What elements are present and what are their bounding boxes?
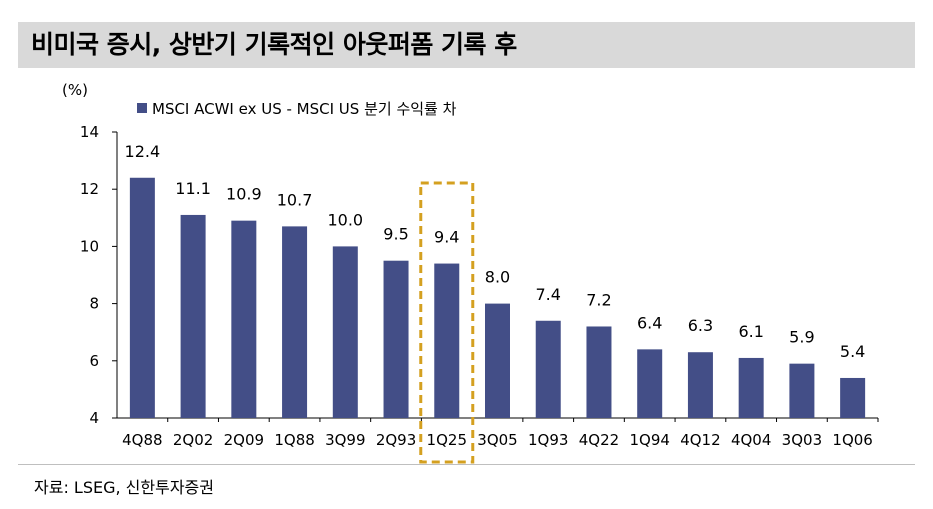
x-tick-label: 3Q03 xyxy=(782,431,822,449)
bar-1Q88 xyxy=(282,226,308,418)
x-tick-label: 1Q88 xyxy=(274,431,314,449)
value-label: 6.3 xyxy=(688,316,713,335)
bar-4Q04 xyxy=(738,357,764,418)
y-tick-label: 14 xyxy=(80,123,99,141)
value-label: 6.4 xyxy=(637,313,662,332)
legend-label: MSCI ACWI ex US - MSCI US 분기 수익률 차 xyxy=(152,100,457,118)
value-label: 5.9 xyxy=(789,328,814,347)
x-tick-label: 4Q12 xyxy=(680,431,720,449)
value-label: 7.4 xyxy=(536,285,561,304)
bar-1Q94 xyxy=(637,349,663,418)
x-tick-label: 3Q99 xyxy=(325,431,365,449)
y-tick-label: 6 xyxy=(89,352,99,370)
bar-1Q25 xyxy=(434,263,460,418)
bar-4Q12 xyxy=(687,352,713,418)
bar-1Q93 xyxy=(535,320,561,418)
x-tick-label: 1Q93 xyxy=(528,431,568,449)
bar-2Q02 xyxy=(180,214,206,418)
x-tick-label: 2Q93 xyxy=(376,431,416,449)
page-title: 비미국 증시, 상반기 기록적인 아웃퍼폼 기록 후 xyxy=(31,30,517,59)
y-tick-label: 10 xyxy=(80,237,99,255)
x-tick-label: 4Q88 xyxy=(122,431,162,449)
value-label: 10.7 xyxy=(277,190,313,209)
x-tick-label: 1Q94 xyxy=(629,431,669,449)
bar-chart: (%) MSCI ACWI ex US - MSCI US 분기 수익률 차 4 6 8… xyxy=(62,81,879,464)
bar-1Q06 xyxy=(840,377,866,418)
value-label: 12.4 xyxy=(125,142,161,161)
x-tick-label: 4Q22 xyxy=(579,431,619,449)
x-tick-label: 2Q09 xyxy=(224,431,264,449)
bar-4Q22 xyxy=(586,326,612,418)
value-label: 10.9 xyxy=(226,185,262,204)
y-tick-label: 4 xyxy=(89,409,99,427)
value-label: 6.1 xyxy=(738,322,763,341)
x-tick-label: 4Q04 xyxy=(731,431,771,449)
value-label: 11.1 xyxy=(175,179,211,198)
y-unit-label: (%) xyxy=(62,81,88,99)
divider xyxy=(18,464,915,465)
value-label: 5.4 xyxy=(840,342,865,361)
x-tick-label: 2Q02 xyxy=(173,431,213,449)
x-tick-label: 1Q25 xyxy=(427,431,467,449)
bar-3Q03 xyxy=(789,363,815,418)
value-label: 9.5 xyxy=(383,225,408,244)
x-tick-label: 3Q05 xyxy=(477,431,517,449)
title-bar: 비미국 증시, 상반기 기록적인 아웃퍼폼 기록 후 xyxy=(18,22,915,68)
source-note: 자료: LSEG, 신한투자증권 xyxy=(34,478,214,497)
value-label: 10.0 xyxy=(327,210,363,229)
value-label: 8.0 xyxy=(485,268,510,287)
value-label: 7.2 xyxy=(586,290,611,309)
y-tick-label: 8 xyxy=(89,295,99,313)
value-label: 9.4 xyxy=(434,228,459,247)
bar-4Q88 xyxy=(129,177,155,418)
x-tick-label: 1Q06 xyxy=(832,431,872,449)
bar-3Q99 xyxy=(332,246,358,418)
legend-swatch xyxy=(137,103,147,113)
bar-2Q09 xyxy=(231,220,257,418)
highlight-box xyxy=(419,181,475,464)
bar-3Q05 xyxy=(485,303,510,418)
bar-2Q93 xyxy=(383,260,409,418)
y-tick-label: 12 xyxy=(80,180,99,198)
